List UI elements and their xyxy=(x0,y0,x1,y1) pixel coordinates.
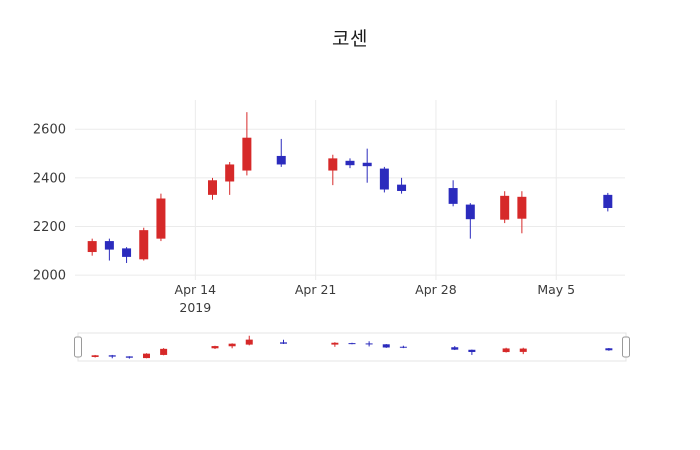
candle-body xyxy=(500,195,510,220)
range-slider-candle xyxy=(605,347,613,351)
candle[interactable] xyxy=(465,203,475,239)
range-slider-candle-body xyxy=(143,353,150,359)
candle-body xyxy=(448,188,458,204)
range-slider-handle-left[interactable] xyxy=(74,336,82,358)
range-slider-candle xyxy=(91,354,99,358)
x-tick-label: Apr 21 xyxy=(295,282,337,297)
candle-body xyxy=(139,230,149,260)
candle[interactable] xyxy=(276,138,286,167)
candle-body xyxy=(603,194,613,208)
range-slider-candle-body xyxy=(211,346,219,349)
candle[interactable] xyxy=(328,154,338,186)
range-slider-candle-body xyxy=(468,349,476,352)
y-tick-label: 2200 xyxy=(33,220,66,235)
candle[interactable] xyxy=(362,148,372,183)
candle[interactable] xyxy=(139,227,149,261)
range-slider-candle xyxy=(331,342,339,347)
range-slider-candle-body xyxy=(280,342,287,344)
candle[interactable] xyxy=(379,166,389,193)
candle-body xyxy=(156,198,166,239)
candle-body xyxy=(328,158,338,171)
range-slider-candle xyxy=(211,345,219,350)
range-slider-candle xyxy=(451,346,459,351)
candle[interactable] xyxy=(500,191,510,224)
range-slider-candle xyxy=(108,354,116,359)
candle-body xyxy=(87,241,97,253)
range-slider-track[interactable] xyxy=(77,332,627,362)
candle-body xyxy=(345,160,355,166)
candle-body xyxy=(397,184,407,191)
candle[interactable] xyxy=(104,238,114,261)
candle[interactable] xyxy=(208,177,217,200)
range-slider-candle xyxy=(125,356,133,359)
candle-body xyxy=(104,241,114,250)
candle-body xyxy=(122,248,132,257)
range-slider-candle-body xyxy=(228,343,236,347)
y-tick-label: 2000 xyxy=(33,269,66,284)
range-slider-candle-body xyxy=(382,344,390,348)
range-slider-handle-right[interactable] xyxy=(622,336,630,358)
range-slider-candle-body xyxy=(502,348,510,353)
range-slider-candle xyxy=(280,339,287,345)
range-slider-candle xyxy=(365,341,373,347)
candle[interactable] xyxy=(603,192,613,212)
candle-body xyxy=(362,162,372,167)
range-slider-candle xyxy=(160,348,168,356)
candle[interactable] xyxy=(397,177,407,194)
range-slider-candle-body xyxy=(91,355,99,357)
x-tick-sublabel: 2019 xyxy=(179,300,211,315)
range-slider-candle xyxy=(382,344,390,348)
range-slider-candle xyxy=(143,353,150,359)
range-slider-candle-body xyxy=(348,343,356,345)
range-slider-candle-body xyxy=(605,348,613,351)
range-slider-candle-body xyxy=(399,346,407,348)
y-tick-label: 2400 xyxy=(33,171,66,186)
range-slider-candle xyxy=(245,335,253,346)
range-slider-candle xyxy=(228,343,236,349)
range-slider-candle xyxy=(468,349,476,355)
range-slider-candle xyxy=(399,345,407,349)
candle-body xyxy=(517,196,527,219)
range-slider-candle-body xyxy=(331,342,339,345)
chart-title: 코센 xyxy=(332,28,368,50)
candle[interactable] xyxy=(345,158,355,169)
candle-body xyxy=(208,180,217,195)
candle[interactable] xyxy=(517,191,527,234)
range-slider-candle xyxy=(519,347,527,355)
y-tick-label: 2600 xyxy=(33,123,66,138)
range-slider-candle xyxy=(348,342,356,345)
range-slider-candle xyxy=(502,347,510,353)
candle-body xyxy=(465,204,475,220)
range-slider-candle-body xyxy=(519,348,527,352)
candle[interactable] xyxy=(242,112,252,176)
range-slider-candle-body xyxy=(451,347,459,350)
range-slider-candle-body xyxy=(245,339,253,345)
candle[interactable] xyxy=(225,162,235,195)
range-slider-candle-body xyxy=(125,356,133,358)
range-slider-candle-body xyxy=(160,348,168,355)
candle[interactable] xyxy=(156,193,166,242)
candle-body xyxy=(242,137,252,171)
range-slider-candle-body xyxy=(365,343,373,345)
candle[interactable] xyxy=(448,180,458,207)
x-tick-label: May 5 xyxy=(537,282,575,297)
x-tick-label: Apr 28 xyxy=(415,282,457,297)
candle-body xyxy=(276,155,286,165)
candle[interactable] xyxy=(122,247,132,263)
x-tick-label: Apr 14 xyxy=(175,282,217,297)
range-slider-candle-body xyxy=(108,355,116,357)
candle[interactable] xyxy=(87,238,97,256)
candle-body xyxy=(379,168,389,190)
candle-body xyxy=(225,164,235,182)
